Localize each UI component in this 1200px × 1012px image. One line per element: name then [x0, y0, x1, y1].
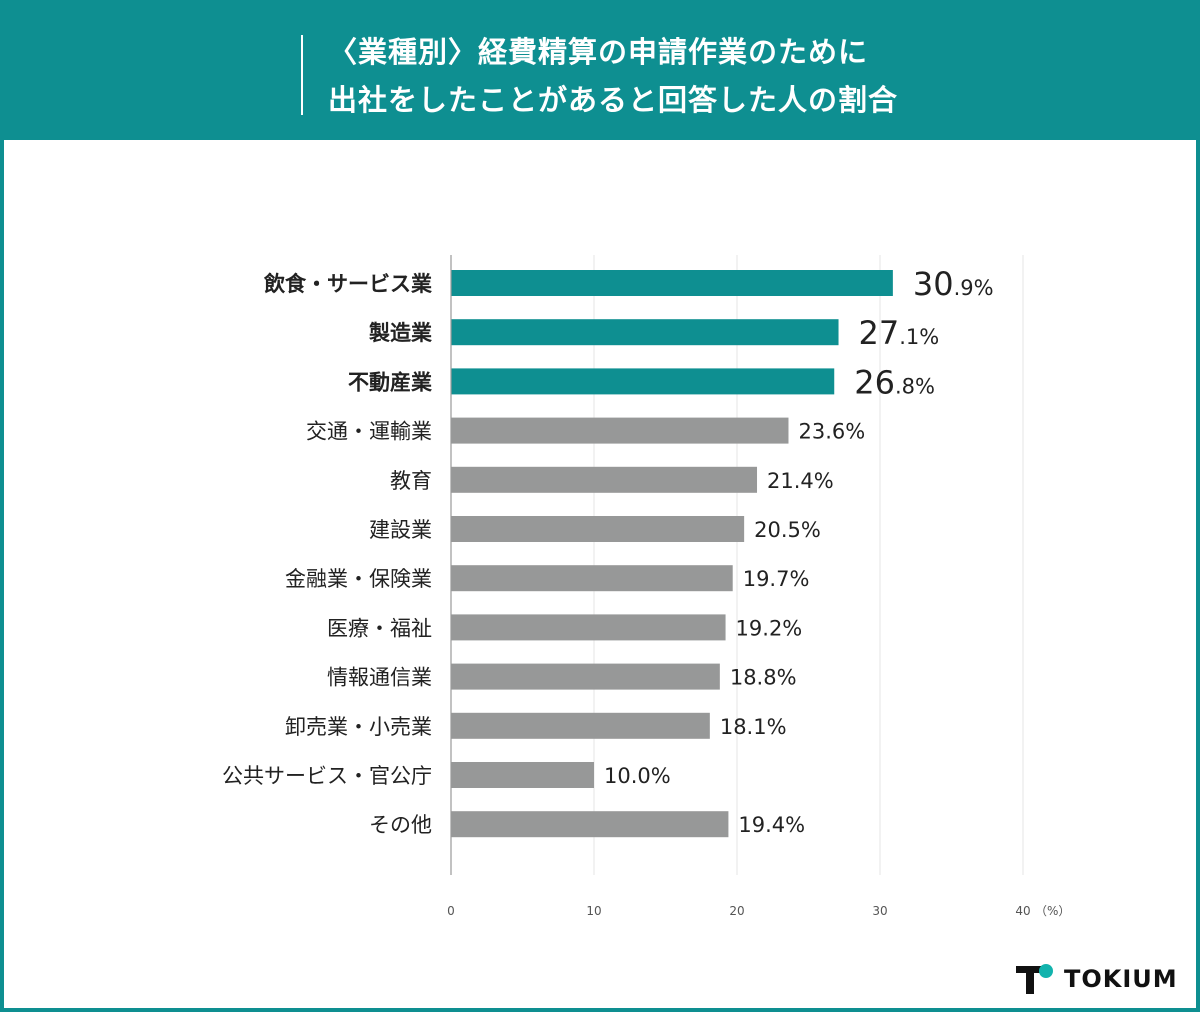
tokium-logo-icon: [1014, 962, 1054, 996]
category-label: その他: [369, 813, 432, 837]
category-label: 金融業・保険業: [285, 567, 432, 591]
category-label: 建設業: [369, 518, 432, 542]
chart-frame: [0, 140, 1200, 1012]
x-tick-label: 10: [586, 904, 601, 918]
x-tick-label: 30: [872, 904, 887, 918]
category-label: 交通・運輸業: [306, 420, 432, 444]
chart-title: 〈業種別〉経費精算の申請作業のために 出社をしたことがあると回答した人の割合: [328, 28, 1148, 124]
category-label: 公共サービス・官公庁: [222, 764, 432, 788]
category-label: 不動産業: [348, 370, 433, 394]
value-label: 19.4%: [738, 813, 805, 837]
bar: [451, 811, 729, 838]
bar: [451, 663, 720, 690]
bar: [451, 614, 726, 641]
value-label: 26.8%: [854, 363, 935, 401]
bar: [451, 762, 594, 788]
category-label: 飲食・サービス業: [263, 272, 433, 296]
bar: [451, 516, 745, 542]
x-tick-label: 40: [1015, 904, 1030, 918]
bar: [451, 565, 733, 592]
bar: [451, 270, 893, 296]
value-label: 19.7%: [743, 567, 810, 591]
bar: [451, 466, 758, 493]
value-label: 27.1%: [859, 314, 940, 352]
bar: [451, 417, 789, 444]
chart-header: 〈業種別〉経費精算の申請作業のために 出社をしたことがあると回答した人の割合: [0, 0, 1200, 140]
value-label: 18.1%: [720, 715, 787, 739]
chart-title-line-1: 〈業種別〉経費精算の申請作業のために: [328, 35, 869, 69]
value-label: 30.9%: [913, 265, 994, 303]
value-label: 18.8%: [730, 666, 797, 690]
x-tick-label: 0: [447, 904, 455, 918]
chart-title-line-2: 出社をしたことがあると回答した人の割合: [328, 83, 899, 117]
value-label: 10.0%: [604, 764, 671, 788]
value-label: 21.4%: [767, 469, 834, 493]
category-label: 情報通信業: [327, 666, 432, 690]
value-label: 20.5%: [754, 518, 821, 542]
category-label: 医療・福祉: [327, 616, 432, 640]
x-axis-unit-label: （%）: [1035, 904, 1070, 918]
brand-name: TOKIUM: [1064, 965, 1178, 993]
header-accent-rule: [301, 35, 303, 115]
bar: [451, 319, 839, 346]
value-label: 19.2%: [736, 616, 803, 640]
category-label: 製造業: [368, 321, 433, 345]
bar: [451, 712, 710, 739]
category-label: 教育: [390, 469, 432, 493]
bar: [451, 368, 835, 395]
value-label: 23.6%: [798, 420, 865, 444]
category-label: 卸売業・小売業: [285, 715, 432, 739]
x-tick-label: 20: [729, 904, 744, 918]
brand-logo: TOKIUM: [1014, 960, 1178, 998]
